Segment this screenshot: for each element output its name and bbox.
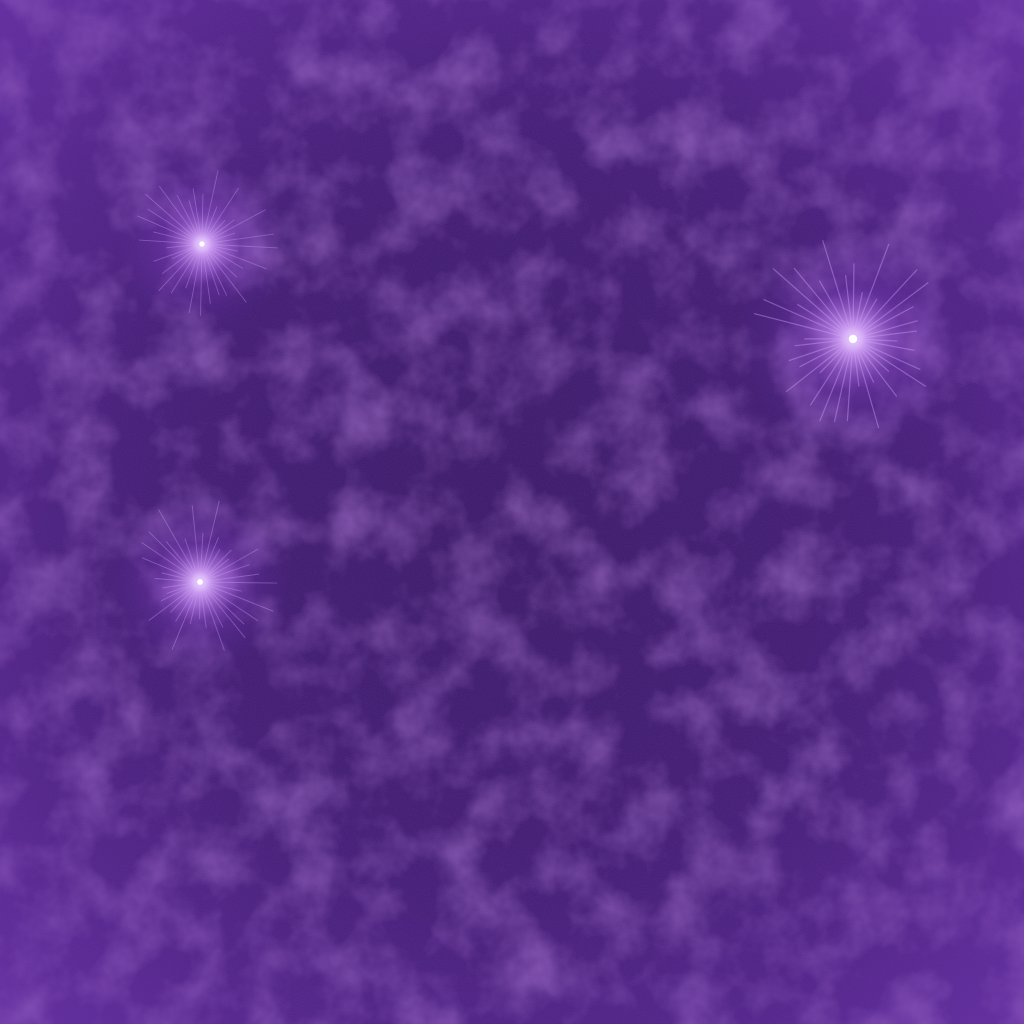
mottled-texture (0, 0, 1024, 1024)
purple-nebula-background (0, 0, 1024, 1024)
